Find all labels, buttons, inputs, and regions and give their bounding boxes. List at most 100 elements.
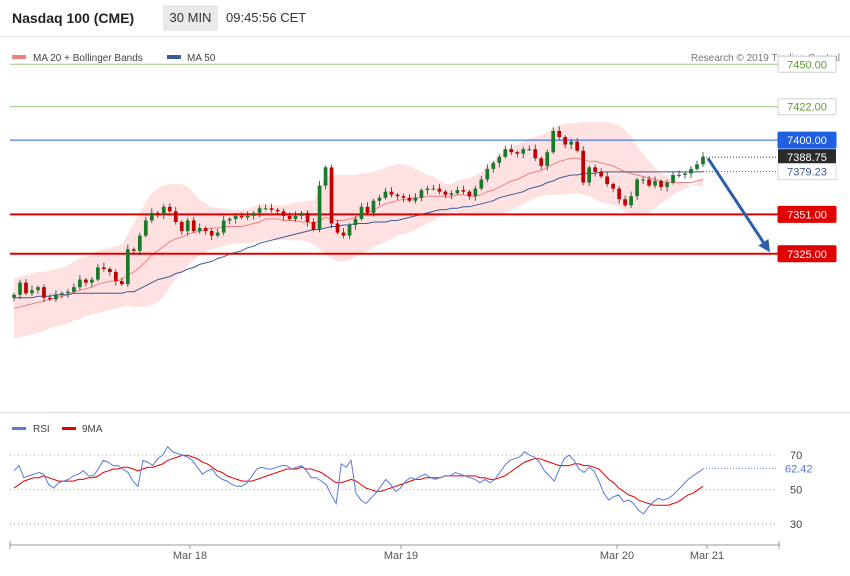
level-value-7325.00: 7325.00 — [787, 249, 827, 261]
candle-body — [24, 282, 28, 294]
candle-body — [347, 225, 352, 236]
candle-body — [341, 232, 346, 236]
candle-body — [377, 197, 382, 201]
overlay: 7388.75 7379.23 — [703, 149, 837, 253]
candle-body — [521, 149, 526, 154]
candle-body — [125, 249, 130, 285]
candle-body — [689, 168, 693, 174]
candle-body — [305, 212, 310, 222]
candle-body — [108, 268, 112, 273]
candle-body — [197, 228, 202, 232]
candle-body — [641, 179, 645, 181]
candle-body — [599, 171, 604, 177]
projection-arrow-shaft — [706, 157, 768, 248]
level-tag-7325.00 — [777, 245, 837, 263]
rsi-legend-label: RSI — [33, 424, 50, 435]
candle-body — [42, 287, 46, 298]
candle-body — [78, 279, 82, 288]
ma50-legend-label: MA 50 — [187, 53, 216, 64]
level-value-7400.00: 7400.00 — [787, 135, 827, 147]
candle-body — [18, 282, 22, 295]
candle-body — [617, 188, 621, 200]
rsi-ma-line — [13, 454, 704, 506]
candle-body — [275, 209, 280, 212]
candle-body — [659, 181, 663, 188]
rsi-line — [13, 445, 704, 515]
candle-body — [317, 185, 322, 230]
candle-body — [179, 221, 184, 232]
pane-divider — [0, 412, 850, 413]
candle-body — [48, 297, 52, 300]
rsi-tick-30: 30 — [790, 519, 802, 531]
candle-body — [102, 267, 106, 269]
level-tag-7400.00 — [777, 131, 837, 149]
candle-body — [365, 206, 370, 213]
header-divider — [0, 36, 850, 37]
candle-body — [497, 156, 502, 163]
candle-body — [473, 188, 478, 197]
ma9-legend-swatch — [62, 427, 76, 430]
ma50-tag — [777, 163, 837, 181]
candle-body — [251, 212, 256, 216]
candle-body — [143, 220, 148, 236]
candle-body — [335, 223, 340, 233]
candle-body — [437, 188, 442, 192]
candle-body — [575, 141, 580, 151]
candle-body — [203, 228, 208, 232]
candle-body — [119, 281, 124, 285]
x-tick-label-3: Mar 21 — [690, 550, 724, 562]
candle-body — [161, 206, 166, 215]
x-axis: Mar 18 Mar 19 Mar 20 Mar 21 — [9, 541, 780, 562]
level-tag-7351.00 — [777, 205, 837, 223]
timestamp: 09:45:56 CET — [226, 10, 307, 25]
candle-body — [137, 235, 142, 251]
candle-body — [84, 279, 88, 283]
candle-body — [36, 287, 40, 291]
candle-body — [605, 176, 609, 185]
candle-body — [167, 206, 172, 212]
candle-body — [353, 218, 358, 225]
candle-body — [503, 149, 508, 157]
projection-arrow-head — [758, 238, 770, 253]
level-value-7450.00: 7450.00 — [787, 59, 827, 71]
candle-body — [257, 208, 262, 213]
last-price-tag — [778, 149, 836, 166]
x-tick-label-2: Mar 20 — [600, 550, 634, 562]
candle-body — [431, 188, 436, 190]
candle-body — [647, 179, 651, 186]
candle-body — [515, 152, 520, 154]
candle-body — [263, 208, 268, 210]
candle-body — [461, 190, 466, 192]
candle-body — [455, 190, 460, 194]
candle-body — [443, 191, 448, 195]
last-price-value: 7388.75 — [787, 152, 827, 164]
candle-body — [413, 197, 418, 201]
candle-body — [293, 215, 298, 219]
chart-background — [0, 36, 850, 576]
candle-body — [72, 287, 76, 292]
x-tick-label-0: Mar 18 — [173, 550, 207, 562]
candle-body — [113, 272, 118, 282]
rsi-legend-swatch — [12, 427, 26, 430]
candle-body — [149, 212, 154, 221]
candle-body — [563, 137, 568, 145]
level-value-7351.00: 7351.00 — [787, 209, 827, 221]
candle-body — [245, 215, 250, 218]
price-levels: 7450.00 7422.00 7400.00 7351.00 7325.00 — [10, 55, 837, 263]
candle-body — [389, 191, 394, 195]
candle-body — [701, 156, 705, 165]
candle-body — [611, 184, 615, 189]
candle-body — [239, 215, 244, 218]
candle-body — [227, 218, 232, 221]
level-value-7422.00: 7422.00 — [787, 102, 827, 114]
candle-body — [371, 200, 376, 213]
ma50-value: 7379.23 — [787, 167, 827, 179]
timeframe-button[interactable]: 30 MIN — [163, 5, 218, 31]
candle-body — [191, 220, 196, 232]
rsi-pane: 70 50 30 62.42 — [10, 445, 813, 531]
ma20-legend-label: MA 20 + Bollinger Bands — [33, 53, 143, 64]
candle-body — [407, 197, 412, 201]
candle-body — [299, 212, 304, 216]
rsi-tick-70: 70 — [790, 450, 802, 462]
candle-body — [629, 196, 633, 206]
